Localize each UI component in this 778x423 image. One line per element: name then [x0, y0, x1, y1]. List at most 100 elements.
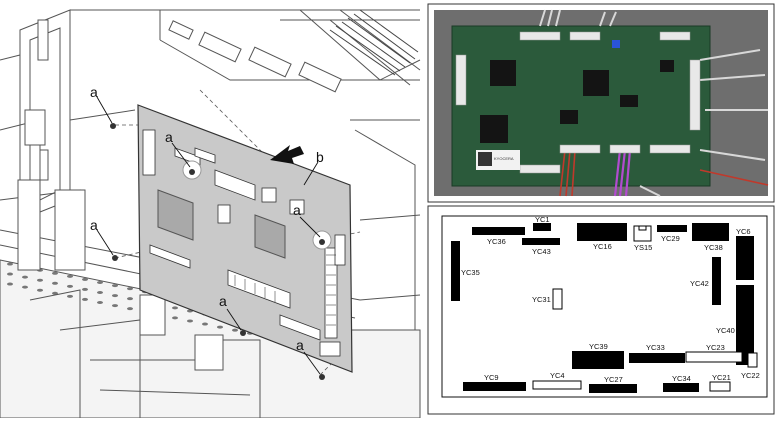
callout-a-5: a — [219, 293, 227, 309]
rail-perforation — [172, 306, 178, 310]
yc43-block — [522, 238, 560, 245]
photo-label-text: KYOCERA — [494, 156, 514, 161]
label-yc9: YC9 — [484, 373, 499, 382]
rail-perforation — [202, 322, 208, 326]
layout-connectors — [451, 223, 754, 393]
label-yc31: YC31 — [532, 295, 551, 304]
rail-perforation — [112, 304, 118, 308]
yc23-block — [685, 351, 743, 363]
rail-perforation — [82, 287, 88, 291]
rail-perforation — [7, 262, 13, 266]
label-yc22: YC22 — [741, 371, 760, 380]
yc40-block — [736, 285, 754, 365]
yc21-block — [709, 381, 731, 392]
rail-perforation — [22, 275, 28, 279]
rail-perforation — [22, 285, 28, 289]
yc29-block — [657, 225, 687, 232]
photo-purple-cables — [613, 149, 632, 197]
photo-cables — [539, 9, 768, 197]
rail-perforation — [7, 272, 13, 276]
rail-perforation — [7, 282, 13, 286]
rail-perforation — [52, 281, 58, 285]
exploded-view: a a a a a a b — [0, 9, 421, 419]
label-yc36: YC36 — [487, 237, 506, 246]
screw-4 — [112, 255, 118, 261]
photo-red-cables — [559, 149, 769, 197]
rail-perforation — [127, 297, 133, 301]
rail-perforation — [82, 297, 88, 301]
yc22-block — [747, 352, 758, 368]
label-yc35: YC35 — [461, 268, 480, 277]
label-yc42: YC42 — [690, 279, 709, 288]
label-yc40: YC40 — [716, 326, 735, 335]
callout-a-3: a — [293, 202, 301, 218]
screw-2 — [189, 169, 195, 175]
yc34-block — [663, 383, 699, 392]
yc9-block — [463, 382, 526, 391]
rail-perforation — [97, 291, 103, 294]
yc4-block — [532, 380, 582, 390]
label-yc39: YC39 — [589, 342, 608, 351]
label-yc1: YC1 — [535, 215, 550, 224]
screw-5 — [240, 330, 246, 336]
leader-lines — [96, 96, 321, 375]
screws — [110, 123, 325, 380]
rail-perforation — [112, 294, 118, 298]
label-yc23: YC23 — [706, 343, 725, 352]
label-yc29: YC29 — [661, 234, 680, 243]
upper-brackets — [24, 19, 342, 181]
screw-3 — [319, 239, 325, 245]
layout-board-outline — [441, 215, 768, 398]
yc1-block — [533, 223, 551, 231]
photo-blue-switch — [612, 40, 620, 48]
rail-perforation — [112, 284, 118, 288]
screw-1 — [110, 123, 116, 129]
yc6-block — [736, 236, 754, 280]
rail-perforation — [37, 278, 43, 282]
rail-perforation — [217, 325, 223, 329]
yc31-block — [552, 288, 563, 310]
label-yc34: YC34 — [672, 374, 691, 383]
label-yc4: YC4 — [550, 371, 565, 380]
yc36-block — [472, 227, 525, 235]
screw-6 — [319, 374, 325, 380]
yc42-block — [712, 257, 721, 305]
lower-rail — [0, 179, 421, 419]
label-yc27: YC27 — [604, 375, 623, 384]
label-yc6: YC6 — [736, 227, 751, 236]
rail-perforation — [97, 301, 103, 304]
callout-a-6: a — [296, 337, 304, 353]
rail-perforation — [37, 288, 43, 292]
label-ys15: YS15 — [634, 243, 652, 252]
connector-layout-panel: YC1 YC36 YC43 YC16 YS15 YC29 YC38 YC6 YC… — [427, 205, 775, 415]
board-chip-2 — [254, 214, 286, 259]
label-yc43: YC43 — [532, 247, 551, 256]
yc27-block — [589, 384, 637, 393]
rail-perforation — [172, 316, 178, 320]
yc39-block — [572, 351, 624, 369]
rail-perforation — [97, 281, 103, 284]
layout-open-connectors — [532, 225, 758, 392]
callout-a-2: a — [165, 129, 173, 145]
rail-perforation — [52, 271, 58, 275]
ys15-block — [633, 225, 652, 242]
photo-chip-1 — [490, 60, 516, 86]
label-yc16: YC16 — [593, 242, 612, 251]
label-yc33: YC33 — [646, 343, 665, 352]
label-yc38: YC38 — [704, 243, 723, 252]
callout-a-1: a — [90, 84, 98, 100]
rail-perforation — [67, 274, 73, 278]
board-connectors — [142, 129, 346, 357]
rail-perforation — [67, 294, 73, 298]
callout-b: b — [316, 149, 324, 165]
board-chip-1 — [157, 189, 194, 241]
removal-arrow — [270, 145, 304, 164]
yc33-block — [629, 353, 685, 363]
pwb-photo-panel: KYOCERA — [427, 3, 775, 203]
yc35-block — [451, 241, 460, 301]
photo-chip-2 — [583, 70, 609, 96]
label-yc21: YC21 — [712, 373, 731, 382]
yc16-block — [577, 223, 627, 241]
